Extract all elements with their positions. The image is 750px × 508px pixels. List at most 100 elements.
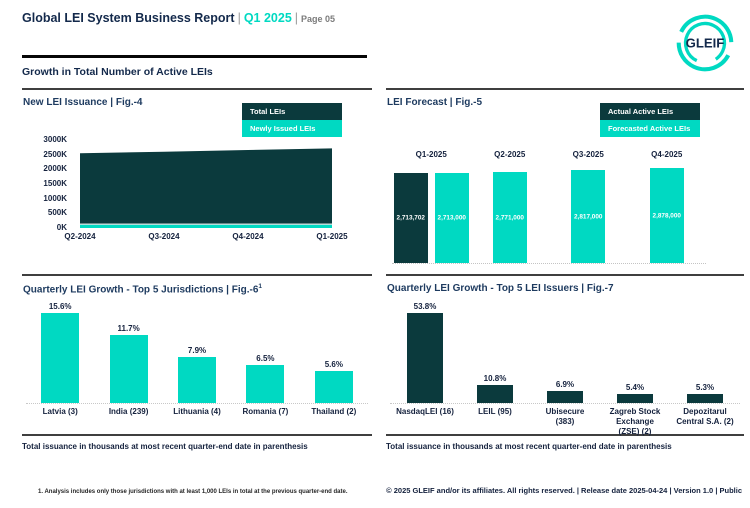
chart-title-fig4: New LEI Issuance | Fig.-4 [23, 97, 143, 108]
bar-group: 15.6% [26, 302, 94, 403]
category-label: NasdaqLEI (16) [396, 407, 454, 416]
note-text: Total issuance in thousands at most rece… [22, 442, 308, 451]
bar-value-label: 2,878,000 [652, 212, 681, 219]
bar-value-label: 2,713,000 [437, 214, 466, 222]
bar-value-label: 2,817,000 [574, 213, 603, 220]
bar-group: 6.9% [530, 380, 600, 403]
forecast-bar: 2,817,000 [571, 170, 606, 263]
bar [178, 357, 217, 403]
panel-new-lei-issuance: New LEI Issuance | Fig.-4 Total LEIs New… [22, 88, 372, 274]
bar-chart-fig6: 15.6% 11.7% 7.9% 6.5% 5.6% [26, 300, 368, 404]
section-heading: Growth in Total Number of Active LEIs [22, 66, 213, 78]
bar-pair: 2,817,000 [571, 170, 606, 263]
bar-value-label: 5.6% [324, 360, 343, 369]
category-label: India (239) [108, 407, 149, 416]
category-label: Q4-2025 [651, 150, 683, 159]
bar [314, 371, 353, 403]
y-tick-label: 2000K [43, 164, 67, 174]
category-label: Q1-2025 [415, 150, 447, 159]
bar [41, 313, 80, 403]
forecast-quarter-group: Q1-2025 2,713,702 2,713,000 [392, 150, 471, 263]
bar-pair: 2,713,702 2,713,000 [393, 173, 469, 263]
bar-chart-fig5: Q1-2025 2,713,702 2,713,000 Q2-2025 2,771,00… [392, 150, 706, 264]
y-tick-label: 2500K [43, 149, 67, 159]
forecast-bar: 2,771,000 [492, 172, 527, 263]
bar-pair: 2,771,000 [492, 172, 527, 263]
forecast-quarter-group: Q3-2025 2,817,000 [549, 150, 628, 263]
bar-value-label: 2,771,000 [495, 214, 524, 221]
area-chart-fig4: 3000K 2500K 2000K 1500K 1000K 500K 0K Q2-2024 Q… [22, 135, 372, 244]
note-text: Total issuance in thousands at most rece… [386, 442, 672, 451]
logo-text: GLEIF [686, 35, 725, 50]
bar-group: 11.7% [94, 324, 162, 403]
bar-chart-fig7: 53.8% 10.8% 6.9% 5.4% 5.3% [390, 300, 740, 404]
bar-value-label: 11.7% [117, 324, 140, 333]
area-plot [80, 140, 332, 228]
x-tick-label: Q4-2024 [232, 232, 264, 241]
legend-fig4: Total LEIs Newly Issued LEIs [242, 103, 342, 137]
chart-title-fig6: Quarterly LEI Growth - Top 5 Jurisdictio… [23, 283, 262, 295]
x-tick-label: Q2-2024 [64, 232, 96, 241]
bar-value-label: 53.8% [413, 302, 437, 311]
bar-value-label: 7.9% [187, 346, 207, 355]
bar-group: 10.8% [460, 374, 530, 403]
bar-group: 6.5% [231, 354, 299, 403]
category-label: Latvia (3) [42, 407, 78, 416]
bar [547, 391, 583, 403]
bar [477, 385, 513, 403]
chart-title-fig7: Quarterly LEI Growth - Top 5 LEI Issuers… [387, 283, 614, 294]
newly-issued-leis-area [80, 224, 332, 228]
panel-lei-forecast: LEI Forecast | Fig.-5 Actual Active LEIs… [386, 88, 744, 274]
bar-group: 5.4% [600, 383, 670, 403]
category-label: Lithuania (4) [173, 407, 221, 416]
y-tick-label: 1000K [43, 193, 67, 203]
legend-label: Newly Issued LEIs [250, 124, 316, 133]
category-labels-fig6: Latvia (3) India (239) Lithuania (4) Romani… [26, 407, 368, 417]
category-label: Q2-2025 [494, 150, 526, 159]
forecast-quarter-group: Q4-2025 2,878,000 [628, 150, 707, 263]
y-axis-ticks: 3000K 2500K 2000K 1500K 1000K 500K 0K [22, 135, 74, 232]
gleif-logo: GLEIF [676, 14, 734, 72]
x-tick-label: Q3-2024 [148, 232, 180, 241]
legend-fig5: Actual Active LEIs Forecasted Active LEI… [600, 103, 700, 137]
legend-label: Total LEIs [250, 107, 286, 116]
bar-value-label: 5.4% [625, 383, 645, 392]
category-label: Thailand (2) [311, 407, 357, 416]
bar-pair: 2,878,000 [649, 168, 684, 263]
note-left: Total issuance in thousands at most rece… [22, 434, 372, 478]
category-label: Q3-2025 [572, 150, 604, 159]
y-tick-label: 500K [47, 208, 67, 218]
logo-outer-ring [676, 14, 734, 72]
bar [246, 365, 285, 403]
report-title: Global LEI System Business Report [22, 11, 235, 25]
bar-value-label: 6.5% [256, 354, 275, 363]
bar [687, 394, 723, 403]
chart-title-fig5: LEI Forecast | Fig.-5 [387, 97, 482, 108]
report-title-line: Global LEI System Business Report | Q1 202… [22, 11, 335, 25]
separator: | [237, 11, 241, 25]
legend-item-total-leis: Total LEIs [242, 103, 342, 120]
y-tick-label: 0K [56, 223, 67, 232]
area-svg [80, 148, 332, 228]
bar-value-label: 5.3% [695, 383, 715, 392]
legend-label: Actual Active LEIs [608, 107, 674, 116]
category-label: Depozitarul Central S.A. (2) [676, 407, 734, 426]
bar-group: 5.3% [670, 383, 740, 403]
legend-item-newly-issued-leis: Newly Issued LEIs [242, 120, 342, 137]
forecast-quarter-group: Q2-2025 2,771,000 [471, 150, 550, 263]
bar-value-label: 6.9% [555, 380, 575, 389]
bar-group: 5.6% [300, 360, 368, 403]
legend-label: Forecasted Active LEIs [608, 124, 691, 133]
title-rule [22, 55, 367, 58]
category-label: Romania (7) [242, 407, 289, 416]
page-number: Page 05 [301, 14, 336, 24]
legend-item-actual-active-leis: Actual Active LEIs [600, 103, 700, 120]
charts-grid: New LEI Issuance | Fig.-4 Total LEIs New… [22, 88, 744, 478]
x-tick-label: Q1-2025 [316, 232, 348, 241]
note-right: Total issuance in thousands at most rece… [386, 434, 744, 478]
bar-value-label: 10.8% [483, 374, 507, 383]
panel-top5-jurisdictions: Quarterly LEI Growth - Top 5 Jurisdictio… [22, 274, 372, 434]
copyright: © 2025 GLEIF and/or its affiliates. All … [386, 486, 742, 495]
bar [407, 313, 443, 403]
